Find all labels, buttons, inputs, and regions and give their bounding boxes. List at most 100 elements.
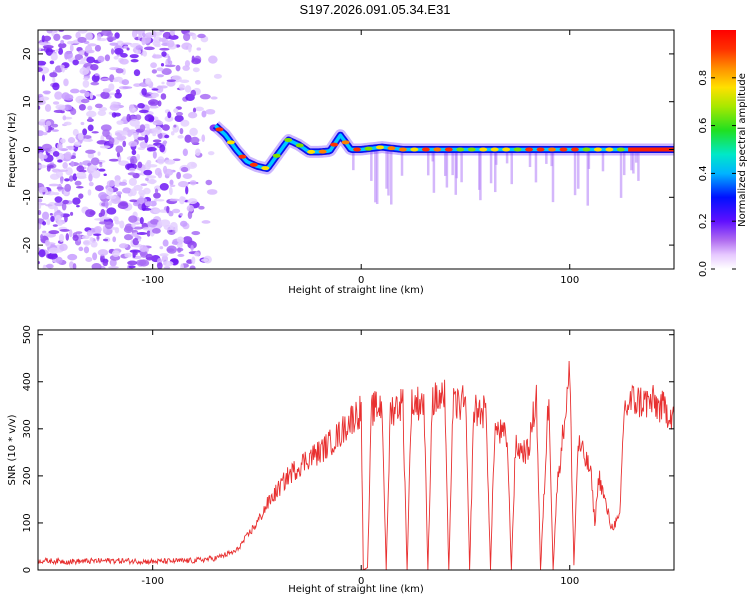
noise-blob <box>145 177 149 181</box>
noise-blob <box>151 69 158 74</box>
noise-blob <box>156 67 164 72</box>
leakage-streak <box>455 149 458 179</box>
noise-blob <box>69 88 80 94</box>
noise-blob <box>85 149 96 154</box>
noise-blob <box>198 205 205 210</box>
noise-blob <box>94 103 103 109</box>
noise-blob <box>57 159 63 163</box>
noise-blob <box>85 32 93 41</box>
signal-peak <box>467 147 476 152</box>
leakage-streak <box>601 149 605 172</box>
noise-blob <box>54 91 63 100</box>
noise-blob <box>70 108 77 115</box>
noise-blob <box>78 246 84 252</box>
noise-blob <box>76 204 80 208</box>
noise-blob <box>159 144 166 153</box>
noise-blob <box>52 82 60 91</box>
noise-blob <box>58 233 65 243</box>
noise-blob <box>114 32 120 39</box>
noise-blob <box>54 196 63 203</box>
noise-blob <box>141 203 146 211</box>
noise-blob <box>93 233 102 236</box>
noise-blob <box>84 45 93 54</box>
leakage-streak <box>577 149 580 189</box>
leakage-streak <box>426 149 430 176</box>
noise-blob <box>39 96 50 101</box>
noise-blob <box>45 204 53 207</box>
noise-blob <box>103 238 109 242</box>
noise-blob <box>150 62 158 69</box>
noise-blob <box>154 188 159 194</box>
noise-blob <box>169 30 176 36</box>
noise-blob <box>90 64 99 71</box>
noise-blob <box>109 104 120 111</box>
noise-blob <box>152 30 157 38</box>
noise-blob <box>172 208 181 214</box>
noise-blob <box>177 135 184 139</box>
noise-blob <box>186 161 198 169</box>
noise-blob <box>66 145 73 149</box>
noise-blob <box>55 256 63 264</box>
noise-blob <box>64 151 72 160</box>
y-tick-label: 0 <box>22 567 33 573</box>
noise-blob <box>38 202 47 206</box>
noise-blob <box>97 55 105 63</box>
noise-blob <box>176 171 181 180</box>
colorbar-label: Normalized spectral amplitude <box>737 73 748 227</box>
noise-blob <box>141 88 147 96</box>
noise-blob <box>91 263 102 269</box>
noise-blob <box>82 77 90 81</box>
noise-blob <box>100 77 111 81</box>
noise-blob <box>128 265 136 269</box>
leakage-streak <box>451 149 454 176</box>
noise-blob <box>42 264 47 269</box>
noise-blob <box>129 249 141 254</box>
x-tick-label: 0 <box>358 275 364 286</box>
noise-blob <box>46 30 53 34</box>
leakage-streak <box>489 149 493 184</box>
noise-blob <box>184 60 191 67</box>
colorbar-tick-label: 0.2 <box>698 213 709 229</box>
noise-blob <box>115 145 124 153</box>
noise-blob <box>127 172 137 176</box>
noise-blob <box>67 137 76 144</box>
noise-blob <box>76 165 85 172</box>
noise-blob <box>102 260 108 267</box>
noise-blob <box>132 237 140 246</box>
noise-blob <box>163 168 174 176</box>
leakage-streak <box>505 149 509 164</box>
y-tick-label: 300 <box>22 419 33 438</box>
noise-blob <box>142 32 146 38</box>
noise-blob <box>40 153 45 162</box>
noise-blob <box>190 136 200 144</box>
colorbar-gradient <box>711 30 736 269</box>
noise-blob <box>77 36 87 43</box>
noise-blob <box>194 106 204 112</box>
noise-blob <box>156 74 164 78</box>
noise-blob <box>164 115 174 122</box>
snr-panel: -100 0 100 0 100 200 300 400 500 Height of strai… <box>7 325 675 595</box>
noise-blob <box>59 176 64 185</box>
noise-blob <box>163 266 171 269</box>
noise-blob <box>108 83 115 91</box>
noise-blob <box>114 92 122 99</box>
noise-blob <box>90 157 100 166</box>
noise-blob <box>38 47 42 51</box>
noise-blob <box>48 230 60 235</box>
noise-blob <box>169 198 181 202</box>
noise-blob <box>205 179 213 186</box>
signal-peak <box>502 147 511 152</box>
noise-blob <box>187 111 198 119</box>
noise-blob <box>148 105 159 109</box>
colorbar: 0.0 0.2 0.4 0.6 0.8 Normalized spectral ampl… <box>698 30 748 277</box>
noise-blob <box>169 229 173 233</box>
noise-blob <box>156 262 163 269</box>
noise-blob <box>72 234 79 241</box>
noise-blob <box>167 111 172 119</box>
noise-blob <box>46 218 51 226</box>
noise-blob <box>162 239 169 247</box>
noise-blob <box>130 58 139 63</box>
signal-peak <box>605 147 614 152</box>
noise-blob <box>177 253 185 257</box>
